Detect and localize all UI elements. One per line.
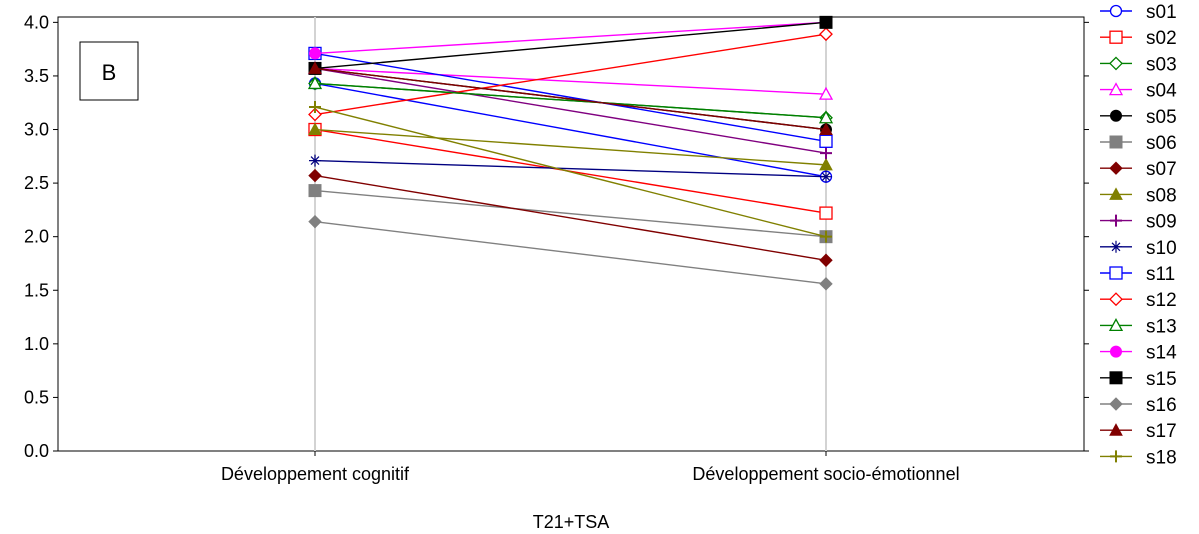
legend-label: s18 [1146,447,1177,468]
plot-area: 0.0 0.5 1.0 1.5 2.0 2.5 3.0 3.5 4.0 Développement… [24,12,1089,532]
legend-item: s08 [1100,185,1177,206]
legend-label: s14 [1146,343,1177,364]
legend-item: s11 [1100,264,1175,285]
x-tick-label: Développement socio-émotionnel [692,464,959,484]
legend-label: s06 [1146,133,1177,154]
legend-item: s03 [1100,54,1177,75]
legend-marker [1111,346,1122,357]
legend-marker [1111,6,1122,17]
legend-item: s07 [1100,159,1177,180]
legend-item: s02 [1100,28,1177,49]
y-tick-label: 3.0 [24,120,49,140]
legend-marker [1110,293,1122,305]
legend-marker [1110,450,1122,462]
y-tick-label: 2.5 [24,173,49,193]
legend-item: s10 [1100,238,1177,259]
legend-label: s10 [1146,238,1177,259]
legend-label: s04 [1146,81,1177,102]
legend-marker [1110,267,1122,279]
y-tick-label: 0.5 [24,387,49,407]
legend-marker [1111,110,1122,121]
legend-label: s16 [1146,395,1177,416]
legend-item: s13 [1100,316,1177,337]
legend-item: s14 [1100,343,1177,364]
plot-frame [58,17,1084,451]
legend-item: s17 [1100,421,1177,442]
legend-item: s18 [1100,447,1177,468]
legend-label: s09 [1146,212,1177,233]
legend-label: s05 [1146,107,1177,128]
legend-label: s15 [1146,369,1177,390]
legend-marker [1110,57,1122,69]
y-tick-label: 2.0 [24,227,49,247]
legend-label: s03 [1146,54,1177,75]
legend-item: s06 [1100,133,1177,154]
legend-label: s02 [1146,28,1177,49]
y-tick-label: 0.0 [24,441,49,461]
legend-item: s12 [1100,290,1177,311]
legend-marker [1110,136,1122,148]
legend-marker [1110,372,1122,384]
y-tick-label: 1.0 [24,334,49,354]
legend-item: s04 [1100,81,1177,102]
legend-marker [1110,398,1122,410]
legend-marker [1110,215,1122,227]
x-axis-title: T21+TSA [533,512,610,532]
legend-label: s08 [1146,185,1177,206]
y-tick-label: 1.5 [24,280,49,300]
legend: s01 s02 s03 s04 s05 s06 s07 s08 s09 s10 s11 s12 s13 s… [1100,2,1177,468]
legend-label: s13 [1146,316,1177,337]
legend-label: s07 [1146,159,1177,180]
data-point [820,16,832,28]
data-point [310,48,321,59]
legend-marker [1110,162,1122,174]
x-tick-label: Développement cognitif [221,464,410,484]
data-point [820,207,832,219]
legend-marker [1110,241,1122,253]
legend-item: s01 [1100,2,1177,23]
legend-label: s11 [1146,264,1175,285]
panel-label: B [102,60,117,85]
y-tick-label: 3.5 [24,66,49,86]
legend-label: s12 [1146,290,1177,311]
legend-item: s09 [1100,212,1177,233]
legend-marker [1110,31,1122,43]
legend-label: s17 [1146,421,1177,442]
legend-label: s01 [1146,2,1177,23]
legend-item: s05 [1100,107,1177,128]
y-tick-label: 4.0 [24,12,49,32]
legend-item: s16 [1100,395,1177,416]
data-point [309,185,321,197]
data-point [820,135,832,147]
legend-item: s15 [1100,369,1177,390]
